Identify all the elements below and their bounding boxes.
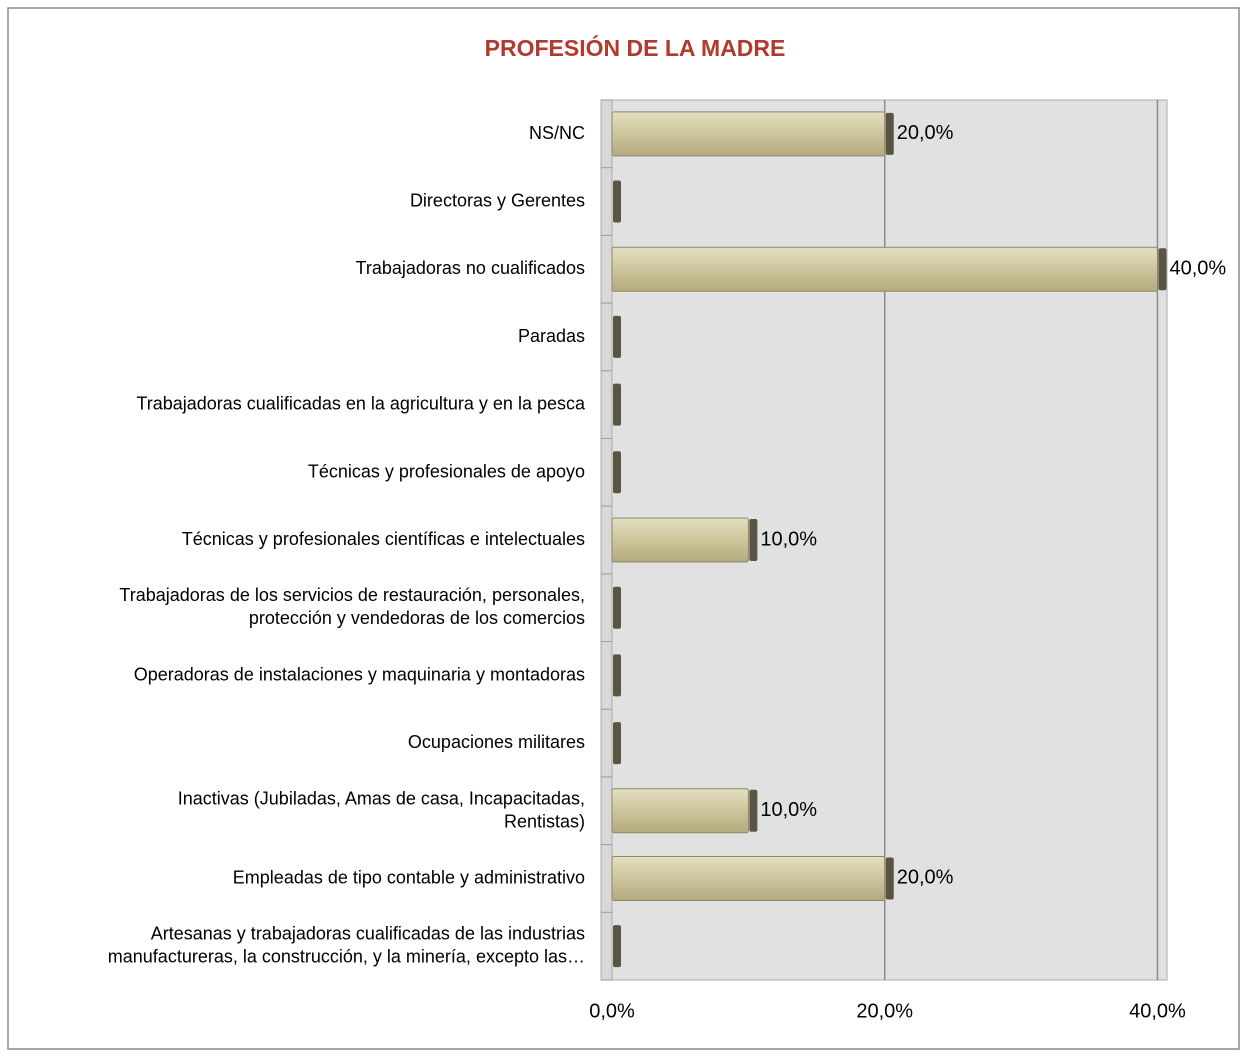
bar: [611, 855, 886, 901]
x-tick-label: 20,0%: [856, 1000, 913, 1022]
bar-end: [749, 789, 758, 832]
bar-end: [613, 451, 621, 494]
bar: [611, 111, 886, 157]
bar-end: [613, 586, 621, 629]
y-tick-label: Paradas: [518, 326, 585, 346]
chart-title: PROFESIÓN DE LA MADRE: [485, 34, 786, 61]
bar-end: [885, 857, 894, 900]
y-tick-label: Trabajadoras de los servicios de restaur…: [119, 585, 585, 628]
y-tick-label: Técnicas y profesionales científicas e i…: [182, 529, 585, 549]
x-tick-label: 40,0%: [1129, 1000, 1186, 1022]
axis-wall: [600, 99, 613, 981]
value-label: 10,0%: [760, 528, 817, 550]
bar-end: [613, 722, 621, 765]
bar-end: [1158, 248, 1167, 291]
value-label: 20,0%: [897, 122, 954, 144]
value-label: 20,0%: [897, 867, 954, 889]
bar: [611, 788, 749, 834]
value-label: 10,0%: [760, 799, 817, 821]
y-tick-label: Artesanas y trabajadoras cualificadas de…: [108, 923, 585, 966]
y-tick-label: Empleadas de tipo contable y administrat…: [233, 867, 585, 887]
bar-end: [885, 112, 894, 155]
bar: [611, 517, 749, 563]
bar-end: [613, 925, 621, 968]
value-label: 40,0%: [1169, 258, 1226, 280]
y-tick-label: Ocupaciones militares: [408, 732, 585, 752]
bar: [611, 246, 1158, 292]
y-tick-label: Trabajadoras no cualificados: [356, 258, 585, 278]
y-tick-label: Operadoras de instalaciones y maquinaria…: [134, 664, 585, 684]
bar-end: [613, 180, 621, 223]
bar-end: [613, 315, 621, 358]
x-tick-label: 0,0%: [589, 1000, 635, 1022]
bar-end: [613, 383, 621, 426]
y-tick-label: Directoras y Gerentes: [410, 190, 585, 210]
bar-end: [613, 654, 621, 697]
y-tick-label: Inactivas (Jubiladas, Amas de casa, Inca…: [178, 788, 585, 831]
y-tick-label: NS/NC: [529, 123, 585, 143]
bar-end: [749, 519, 758, 561]
y-tick-label: Trabajadoras cualificadas en la agricult…: [136, 393, 586, 413]
y-tick-label: Técnicas y profesionales de apoyo: [308, 461, 585, 481]
